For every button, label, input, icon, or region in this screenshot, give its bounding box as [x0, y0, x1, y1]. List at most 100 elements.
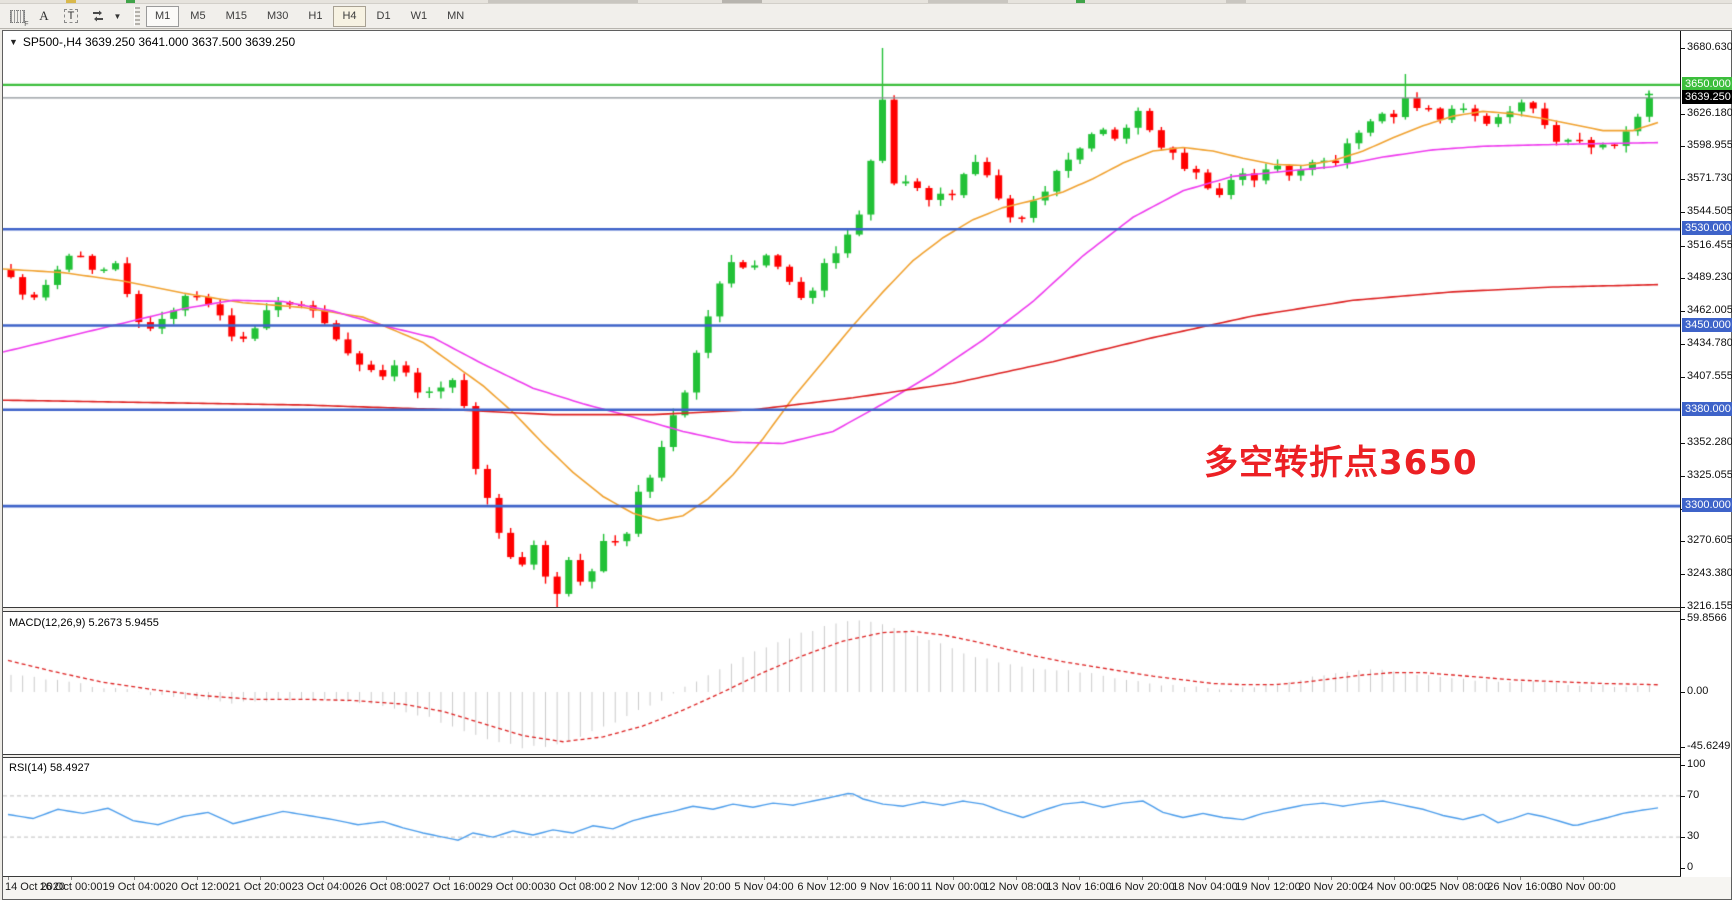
date-tick-label: 20 Nov 20:00: [1298, 881, 1364, 893]
toolbar-fragment: [1076, 0, 1085, 3]
date-tick-label: 30 Nov 00:00: [1550, 881, 1616, 893]
axis-tick-mark: [1681, 211, 1685, 213]
date-tick-mark: [1079, 877, 1080, 880]
chart-title-text: SP500-,H4 3639.250 3641.000 3637.500 363…: [22, 35, 296, 49]
price-tick-label: 3352.280: [1687, 436, 1732, 449]
level-price-label-blue: 3530.000: [1682, 221, 1732, 236]
date-tick-label: 9 Nov 16:00: [860, 881, 920, 893]
timeframe-button-m5[interactable]: M5: [190, 10, 206, 22]
timeframe-button-m15[interactable]: M15: [225, 10, 247, 22]
text-frame-tool-button[interactable]: T: [59, 6, 83, 27]
macd-indicator-canvas[interactable]: [3, 612, 1680, 754]
timeframe-button-d1[interactable]: D1: [376, 10, 391, 22]
axis-tick-mark: [1681, 574, 1685, 576]
toolbar-fragment: [126, 0, 135, 3]
text-label-icon: A: [39, 8, 49, 23]
text-label-tool-button[interactable]: A: [32, 6, 56, 27]
date-tick-label: 16 Oct 00:00: [39, 881, 103, 893]
date-tick-mark: [1394, 877, 1395, 880]
date-tick-mark: [1583, 877, 1584, 880]
axis-tick-mark: [1681, 606, 1685, 608]
rsi-tick-label: 70: [1687, 788, 1700, 801]
rsi-tick-label: 0: [1687, 861, 1694, 873]
price-tick-label: 3407.555: [1687, 369, 1732, 382]
date-tick-mark: [1331, 877, 1332, 880]
timeframe-button-mn[interactable]: MN: [447, 10, 465, 22]
date-tick-mark: [386, 877, 387, 880]
level-price-label-blue: 3300.000: [1682, 498, 1732, 513]
price-tick-label: 3462.005: [1687, 304, 1732, 317]
axis-tick-mark: [1681, 619, 1685, 621]
cursor-grid-icon: [9, 9, 29, 28]
date-tick-label: 19 Oct 04:00: [102, 881, 166, 893]
level-price-label-blue: 3450.000: [1682, 317, 1732, 332]
axis-tick-mark: [1681, 475, 1685, 477]
chart-toolbar: A T ▼ M1 M5 M15 M30 H1 H4 D1 W1 MN: [0, 4, 1732, 29]
panel-divider[interactable]: [3, 754, 1731, 758]
date-tick-mark: [1142, 877, 1143, 880]
date-tick-label: 6 Nov 12:00: [797, 881, 857, 893]
axis-tick-mark: [1681, 868, 1685, 869]
date-tick-mark: [701, 877, 702, 880]
date-tick-mark: [638, 877, 639, 880]
macd-tick-label: -45.6249: [1687, 740, 1731, 753]
chart-window: ▼ SP500-,H4 3639.250 3641.000 3637.500 3…: [2, 30, 1732, 900]
axis-tick-mark: [1681, 343, 1685, 345]
date-tick-mark: [260, 877, 261, 880]
date-tick-mark: [449, 877, 450, 880]
collapse-arrow-icon[interactable]: ▼: [9, 37, 18, 47]
date-tick-label: 12 Nov 08:00: [983, 881, 1049, 893]
date-tick-label: 19 Nov 12:00: [1235, 881, 1301, 893]
timeframe-button-group: M1 M5 M15 M30 H1 H4 D1 W1 MN: [145, 5, 474, 27]
timeframe-button-m1[interactable]: M1: [146, 5, 180, 27]
date-tick-label: 11 Nov 00:00: [920, 881, 986, 893]
price-axis[interactable]: 3680.630 3626.180 3598.955 3571.730 3544.505…: [1681, 31, 1732, 877]
date-tick-label: 18 Nov 04:00: [1172, 881, 1238, 893]
timeframe-button-m30[interactable]: M30: [266, 10, 289, 22]
timeframe-button-h1[interactable]: H1: [308, 10, 323, 22]
axis-tick-mark: [1681, 692, 1685, 693]
macd-label: MACD(12,26,9) 5.2673 5.9455: [9, 617, 159, 629]
date-tick-mark: [890, 877, 891, 880]
date-tick-mark: [827, 877, 828, 880]
axis-tick-mark: [1681, 765, 1685, 766]
date-tick-label: 2 Nov 12:00: [608, 881, 668, 893]
main-price-chart-canvas[interactable]: [3, 31, 1680, 607]
axis-tick-mark: [1681, 443, 1685, 445]
date-tick-mark: [71, 877, 72, 880]
price-tick-label: 3325.055: [1687, 468, 1732, 481]
price-tick-label: 3489.230: [1687, 271, 1732, 284]
price-tick-label: 3243.380: [1687, 567, 1732, 580]
panel-divider[interactable]: [3, 607, 1731, 612]
toolbar-fragment: [928, 0, 1008, 3]
date-tick-label: 23 Oct 04:00: [291, 881, 355, 893]
price-tick-label: 3571.730: [1687, 172, 1732, 185]
date-tick-label: 16 Nov 20:00: [1109, 881, 1175, 893]
toolbar-grip-handle[interactable]: [134, 6, 140, 26]
price-tick-label: 3434.780: [1687, 336, 1732, 349]
axis-tick-mark: [1681, 48, 1685, 49]
level-price-label-blue: 3380.000: [1682, 401, 1732, 416]
date-tick-label: 26 Nov 16:00: [1487, 881, 1553, 893]
cursor-grid-tool-button[interactable]: [5, 6, 29, 28]
macd-tick-label: 59.8566: [1687, 612, 1727, 625]
time-axis[interactable]: 14 Oct 2020 16 Oct 00:00 19 Oct 04:00 20 Oc…: [3, 877, 1731, 899]
chevron-down-icon: ▼: [113, 11, 122, 21]
date-tick-label: 20 Oct 12:00: [165, 881, 229, 893]
price-tick-label: 3544.505: [1687, 204, 1732, 217]
chart-title: ▼ SP500-,H4 3639.250 3641.000 3637.500 3…: [9, 35, 295, 49]
date-tick-mark: [1457, 877, 1458, 880]
date-tick-mark: [764, 877, 765, 880]
arrow-markers-tool-button[interactable]: [86, 6, 110, 27]
rsi-indicator-canvas[interactable]: [3, 758, 1680, 876]
price-tick-label: 3216.155: [1687, 599, 1732, 612]
date-tick-mark: [575, 877, 576, 880]
date-tick-label: 24 Nov 00:00: [1361, 881, 1427, 893]
arrows-dropdown-button[interactable]: ▼: [113, 6, 125, 27]
text-annotation: 多空转折点3650: [1204, 443, 1478, 483]
date-tick-mark: [1268, 877, 1269, 880]
current-price-label: 3639.250: [1682, 89, 1732, 104]
date-tick-label: 26 Oct 08:00: [354, 881, 418, 893]
timeframe-button-w1[interactable]: W1: [410, 10, 428, 22]
timeframe-button-h4[interactable]: H4: [333, 5, 366, 27]
